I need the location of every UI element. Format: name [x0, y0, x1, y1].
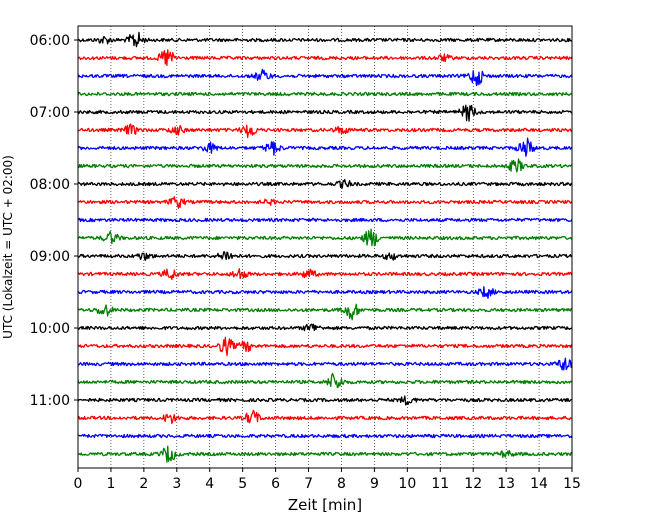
trace-1130	[77, 433, 573, 439]
x-tick-label: 12	[464, 476, 482, 492]
x-tick-label: 14	[530, 476, 548, 492]
y-tick-label: 06:00	[30, 33, 70, 49]
trace-0800	[77, 178, 573, 189]
trace-0730	[77, 137, 573, 157]
trace-1045	[77, 372, 573, 389]
trace-0630	[77, 68, 573, 87]
x-tick-label: 11	[431, 476, 449, 492]
trace-0715	[77, 123, 573, 139]
trace-0615	[77, 49, 573, 66]
x-grid	[110, 26, 540, 468]
x-tick-label: 5	[238, 476, 247, 492]
trace-0845	[77, 228, 573, 247]
x-tick-label: 0	[74, 476, 83, 492]
trace-0900	[77, 251, 573, 261]
trace-1115	[77, 409, 573, 425]
y-tick-label: 09:00	[30, 249, 70, 265]
trace-1000	[77, 323, 573, 332]
x-tick-label: 7	[304, 476, 313, 492]
trace-0815	[77, 196, 573, 209]
trace-0945	[77, 303, 573, 321]
trace-1030	[77, 357, 573, 371]
y-axis-label: UTC (Lokalzeit = UTC + 02:00)	[1, 155, 15, 339]
x-axis-ticks: 0 1 2 3 4 5 6 7 8 9 10 11 12 13 14 15	[74, 468, 581, 492]
x-tick-label: 8	[337, 476, 346, 492]
trace-1100	[77, 395, 573, 406]
x-tick-label: 1	[106, 476, 115, 492]
trace-0915	[77, 268, 573, 281]
y-tick-label: 07:00	[30, 105, 70, 121]
trace-1015	[77, 336, 573, 357]
trace-0745	[77, 158, 573, 173]
traces	[77, 31, 573, 463]
x-tick-label: 15	[563, 476, 581, 492]
x-axis-label: Zeit [min]	[288, 496, 362, 514]
y-tick-label: 10:00	[30, 321, 70, 337]
x-tick-label: 10	[398, 476, 416, 492]
x-tick-label: 9	[370, 476, 379, 492]
trace-0830	[77, 217, 573, 223]
y-tick-label: 11:00	[30, 393, 70, 409]
x-tick-label: 3	[172, 476, 181, 492]
trace-0645	[77, 91, 573, 97]
x-tick-label: 4	[205, 476, 214, 492]
x-tick-label: 2	[139, 476, 148, 492]
trace-0700	[77, 104, 573, 122]
trace-1145	[77, 445, 573, 463]
x-tick-label: 6	[271, 476, 280, 492]
x-tick-label: 13	[497, 476, 515, 492]
y-tick-label: 08:00	[30, 177, 70, 193]
trace-0930	[77, 286, 573, 299]
plot-frame	[77, 25, 573, 469]
y-axis-ticks: 06:00 07:00 08:00 09:00 10:00 11:00	[30, 33, 78, 409]
trace-0600	[77, 31, 573, 48]
